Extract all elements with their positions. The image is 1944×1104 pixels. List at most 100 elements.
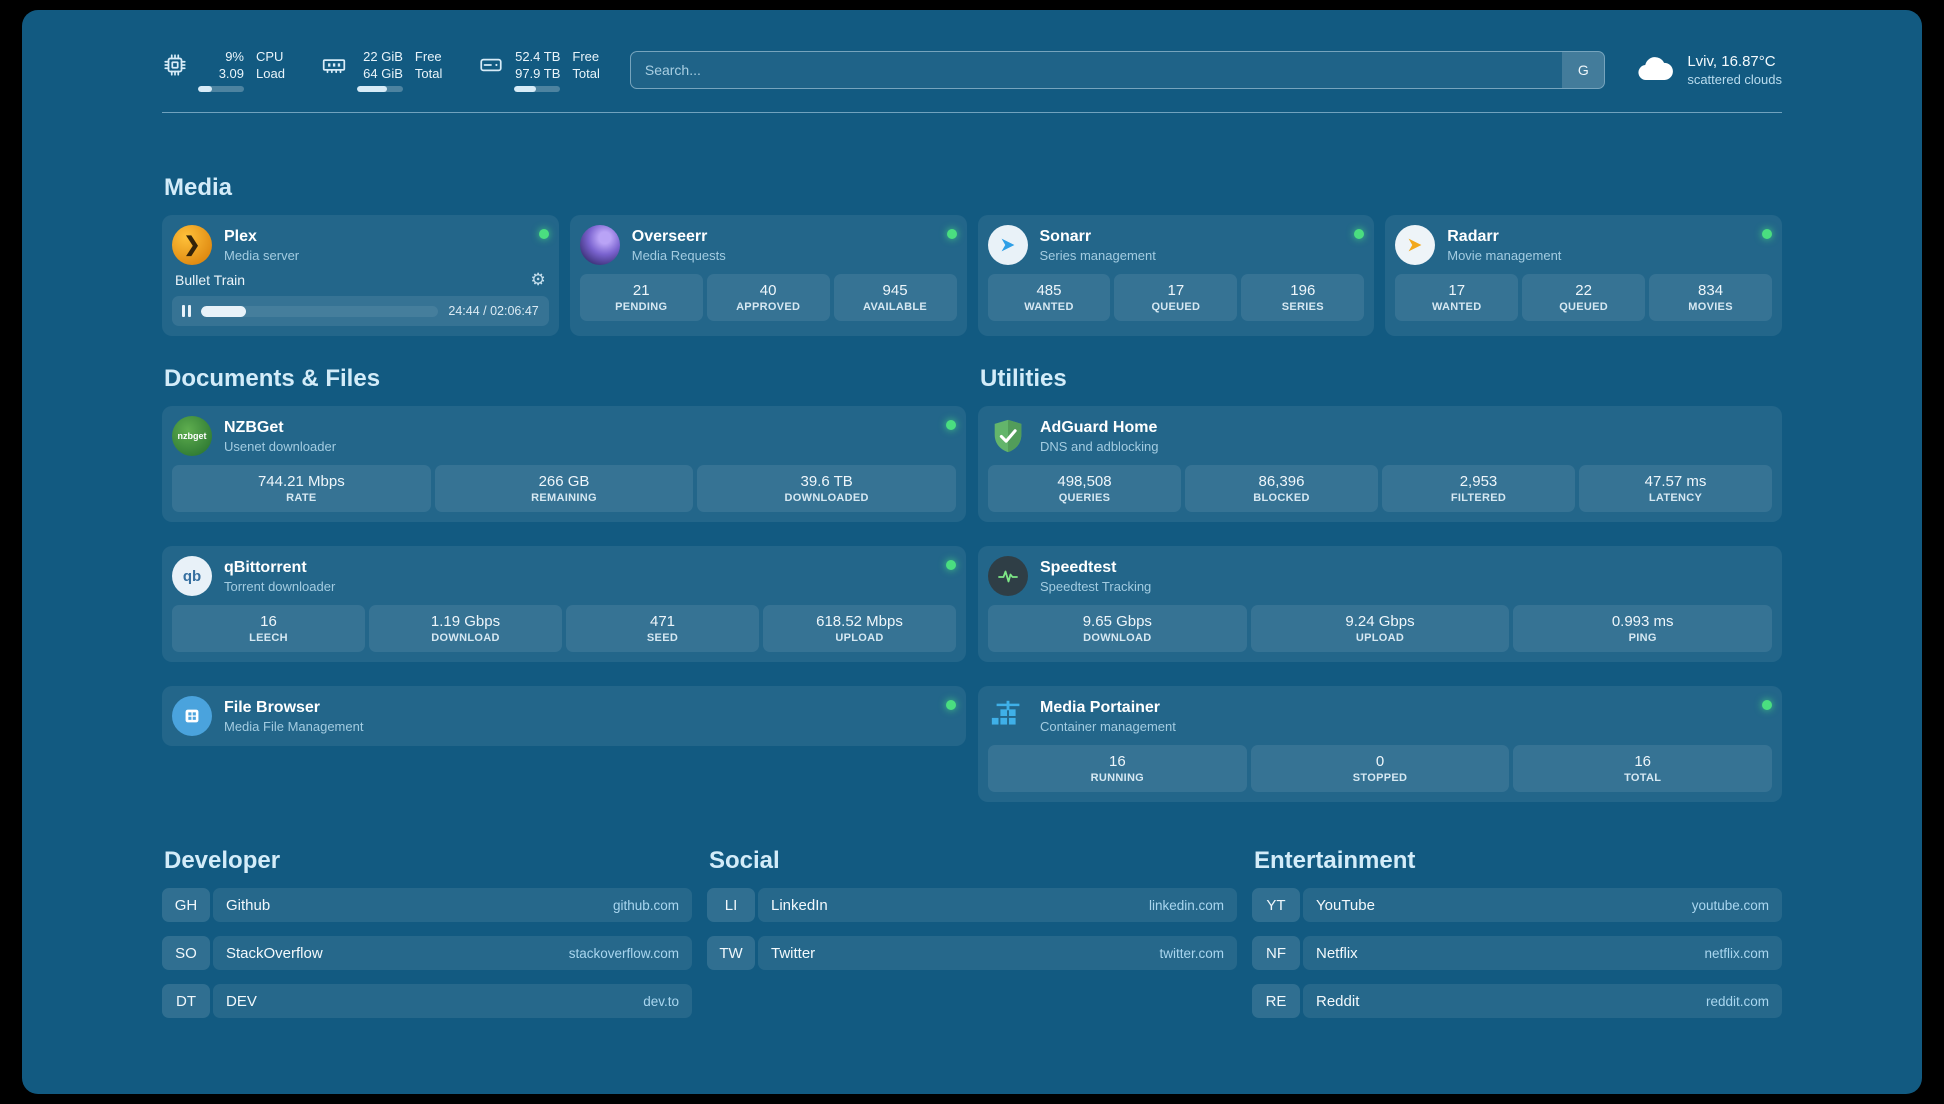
service-card-overseerr[interactable]: Overseerr Media Requests 21 PENDING 40 APP…	[569, 215, 967, 336]
playback-time: 24:44 / 02:06:47	[448, 304, 539, 318]
bookmark-abbr: RE	[1252, 984, 1300, 1018]
pause-icon[interactable]	[182, 305, 191, 317]
service-name: Radarr	[1447, 227, 1499, 245]
stat-block: 1.19 Gbps DOWNLOAD	[369, 605, 562, 652]
section-documents: Documents & Files nzbget NZBGet Usenet d…	[162, 364, 966, 746]
status-dot	[1762, 700, 1772, 710]
media-section-title: Media	[164, 174, 233, 201]
cpu-load-label: Load	[256, 66, 285, 81]
stat-block: 17 WANTED	[1395, 274, 1519, 321]
stat-block: 744.21 Mbps RATE	[172, 465, 431, 512]
stat-block: 9.24 Gbps UPLOAD	[1250, 605, 1510, 652]
memory-free-value: 22 GiB	[363, 49, 403, 64]
settings-gear-icon[interactable]: ⚙	[530, 270, 546, 289]
stat-block: 40 APPROVED	[706, 274, 830, 321]
disk-icon	[480, 58, 503, 72]
bookmark-abbr: TW	[707, 936, 755, 970]
bookmark-name: YouTube	[1316, 896, 1375, 914]
bookmark-github[interactable]: GH Github github.com	[162, 888, 692, 922]
service-desc: Container management	[1040, 718, 1176, 734]
service-desc: Media File Management	[224, 718, 364, 734]
service-card-filebrowser[interactable]: File Browser Media File Management	[162, 686, 966, 746]
stat-block: 266 GB REMAINING	[434, 465, 694, 512]
service-name: NZBGet	[224, 418, 284, 436]
stat-block: 196 SERIES	[1241, 274, 1365, 321]
bookmark-url: reddit.com	[1705, 993, 1769, 1009]
memory-free-label: Free	[414, 49, 442, 64]
status-dot	[946, 700, 956, 710]
bookmark-url: youtube.com	[1691, 897, 1769, 913]
documents-section-title: Documents & Files	[164, 365, 381, 392]
disk-usage-bar-fill	[514, 86, 536, 92]
search-input[interactable]	[630, 52, 1563, 88]
nzbget-icon: nzbget	[172, 416, 212, 456]
utilities-section-title: Utilities	[980, 365, 1067, 392]
stat-block: 21 PENDING	[579, 274, 703, 321]
bookmark-abbr: LI	[707, 888, 755, 922]
memory-total-label: Total	[414, 66, 443, 81]
cpu-usage-label: CPU	[256, 49, 284, 64]
bookmark-abbr: YT	[1252, 888, 1300, 922]
service-card-plex[interactable]: ❯ Plex Media server Bullet Train ⚙ 24:44…	[162, 215, 559, 336]
disk-total-value: 97.9 TB	[515, 66, 561, 81]
service-card-radarr[interactable]: Radarr Movie management 17 WANTED 22 QUEUE…	[1385, 215, 1782, 336]
qbittorrent-icon: qb	[172, 556, 212, 596]
service-name: Sonarr	[1039, 227, 1092, 245]
bookmark-url: dev.to	[643, 993, 679, 1009]
service-card-portainer[interactable]: Media Portainer Container management 16 R…	[978, 686, 1782, 802]
bookmark-abbr: NF	[1252, 936, 1300, 970]
memory-total-value: 64 GiB	[363, 66, 403, 81]
bookmark-reddit[interactable]: RE Reddit reddit.com	[1252, 984, 1782, 1018]
speedtest-icon	[988, 556, 1028, 596]
service-card-qbittorrent[interactable]: qb qBittorrent Torrent downloader 16 LEEC…	[162, 546, 966, 662]
bookmark-youtube[interactable]: YT YouTube youtube.com	[1252, 888, 1782, 922]
service-card-adguard[interactable]: AdGuard Home DNS and adblocking 498,508 Q…	[978, 406, 1782, 522]
section-media: Media ❯ Plex Media server Bullet Train ⚙	[162, 173, 1782, 336]
bookmark-group-entertainment: Entertainment YT YouTube youtube.com NF N…	[1252, 846, 1782, 1032]
cpu-chip-icon	[164, 54, 186, 76]
service-name: qBittorrent	[224, 558, 307, 576]
cpu-load-value: 3.09	[218, 66, 244, 81]
weather-widget: Lviv, 16.87°C scattered clouds	[1635, 50, 1782, 90]
service-desc: Media Requests	[631, 247, 726, 263]
stat-block: 22 QUEUED	[1522, 274, 1646, 321]
entertainment-section-title: Entertainment	[1254, 847, 1416, 874]
stat-block: 9.65 Gbps DOWNLOAD	[988, 605, 1247, 652]
bookmark-name: DEV	[226, 992, 257, 1010]
bookmark-dev[interactable]: DT DEV dev.to	[162, 984, 692, 1018]
search-provider-button[interactable]: G	[1562, 52, 1605, 88]
social-section-title: Social	[709, 847, 780, 874]
topbar-divider	[162, 112, 1782, 113]
bookmark-url: github.com	[612, 897, 679, 913]
stat-block: 39.6 TB DOWNLOADED	[697, 465, 957, 512]
stat-block: 0.993 ms PING	[1513, 605, 1773, 652]
service-name: Overseerr	[631, 227, 708, 245]
search-bar: G	[629, 51, 1606, 89]
bookmark-name: StackOverflow	[226, 944, 323, 962]
bookmark-linkedin[interactable]: LI LinkedIn linkedin.com	[707, 888, 1237, 922]
service-card-nzbget[interactable]: nzbget NZBGet Usenet downloader 744.21 M…	[162, 406, 966, 522]
stat-block: 16 RUNNING	[988, 745, 1247, 792]
bookmark-name: Github	[226, 896, 271, 914]
service-desc: DNS and adblocking	[1040, 438, 1159, 454]
service-card-sonarr[interactable]: Sonarr Series management 485 WANTED 17 QUE…	[977, 215, 1375, 336]
stat-block: 471 SEED	[566, 605, 759, 652]
bookmark-abbr: SO	[162, 936, 210, 970]
now-playing-title: Bullet Train	[175, 272, 246, 288]
stat-block: 0 STOPPED	[1250, 745, 1510, 792]
service-desc: Series management	[1039, 247, 1156, 263]
service-name: Media Portainer	[1040, 698, 1161, 716]
adguard-icon	[988, 416, 1028, 456]
bookmark-url: stackoverflow.com	[568, 945, 679, 961]
bookmark-netflix[interactable]: NF Netflix netflix.com	[1252, 936, 1782, 970]
status-dot	[538, 229, 549, 239]
top-bar: 9% CPU 3.09 Load 22 GiB Free 64 GiB	[162, 48, 1782, 92]
stat-block: 47.57 ms LATENCY	[1579, 465, 1772, 512]
status-dot	[946, 229, 957, 239]
bookmark-twitter[interactable]: TW Twitter twitter.com	[707, 936, 1237, 970]
service-card-speedtest[interactable]: Speedtest Speedtest Tracking 9.65 Gbps DO…	[978, 546, 1782, 662]
stat-block: 86,396 BLOCKED	[1185, 465, 1378, 512]
bookmark-stackoverflow[interactable]: SO StackOverflow stackoverflow.com	[162, 936, 692, 970]
stat-block: 2,953 FILTERED	[1382, 465, 1575, 512]
cpu-usage-bar-fill	[198, 86, 212, 92]
